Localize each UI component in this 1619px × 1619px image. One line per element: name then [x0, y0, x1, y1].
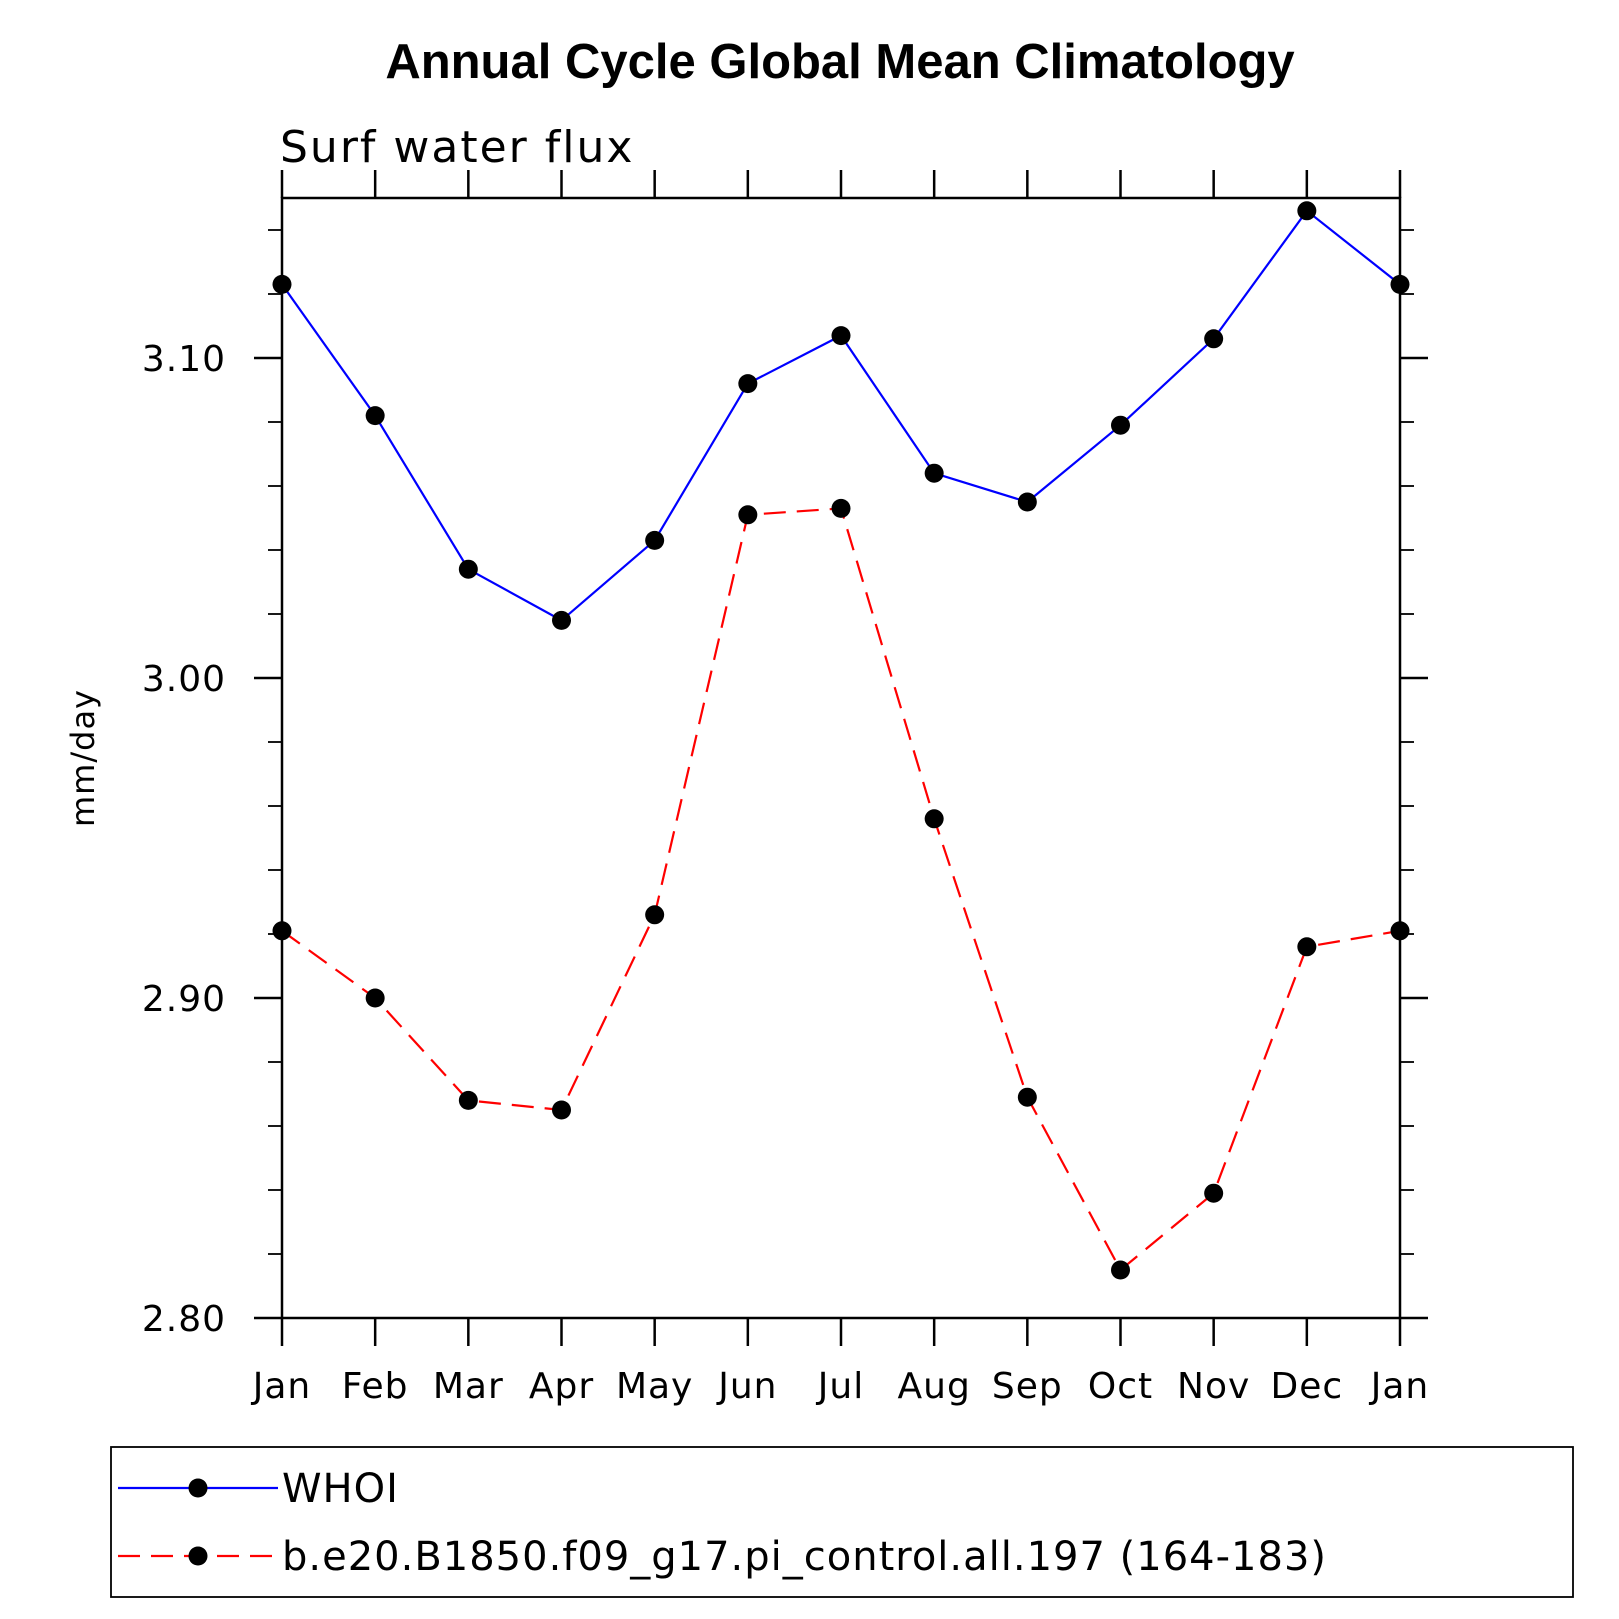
series-1 — [272, 498, 1410, 1280]
x-tick-label: Sep — [992, 1366, 1063, 1407]
data-point — [831, 498, 851, 518]
chart-subtitle: Surf water flux — [280, 122, 634, 173]
x-tick-label: Mar — [433, 1366, 504, 1407]
x-tick-label: Oct — [1088, 1366, 1153, 1407]
series-line — [281, 209, 1401, 622]
x-tick-label: Feb — [342, 1366, 409, 1407]
legend-label: b.e20.B1850.f09_g17.pi_control.all.197 (… — [282, 1534, 1327, 1580]
data-point — [645, 905, 665, 925]
legend-marker — [188, 1478, 208, 1498]
data-point — [552, 610, 571, 630]
y-tick-label: 3.00 — [142, 659, 226, 700]
data-point — [1390, 921, 1410, 941]
x-tick-label: Jan — [1369, 1366, 1430, 1407]
x-tick-label: Jul — [816, 1366, 864, 1407]
data-point — [924, 463, 944, 483]
data-point — [1204, 1183, 1224, 1203]
y-tick-label: 2.90 — [142, 979, 226, 1020]
y-axis-label: mm/day — [64, 689, 102, 827]
x-tick-label: May — [616, 1366, 693, 1407]
data-point — [1111, 415, 1130, 435]
data-point — [1111, 1260, 1130, 1280]
data-point — [924, 809, 944, 829]
data-point — [1297, 201, 1317, 221]
data-point — [272, 921, 292, 941]
data-point — [552, 1100, 571, 1120]
legend: WHOI b.e20.B1850.f09_g17.pi_control.all.1… — [110, 1446, 1574, 1598]
data-point — [738, 374, 758, 394]
x-tick-label: Jun — [716, 1366, 777, 1407]
y-tick-label: 2.80 — [142, 1299, 226, 1340]
data-point — [1204, 329, 1224, 349]
data-point — [645, 530, 665, 550]
legend-marker — [188, 1546, 208, 1566]
data-point — [365, 406, 385, 426]
data-point — [1390, 274, 1410, 294]
data-point — [272, 274, 292, 294]
data-point — [1017, 1087, 1037, 1107]
x-tick-label: Nov — [1177, 1366, 1250, 1407]
x-tick-label: Aug — [898, 1366, 971, 1407]
data-point — [458, 1090, 478, 1110]
data-point — [458, 559, 478, 579]
data-point — [365, 988, 385, 1008]
chart-title: Annual Cycle Global Mean Climatology — [385, 35, 1294, 89]
data-point — [1297, 937, 1317, 957]
plot-frame — [280, 196, 1402, 1320]
data-point — [1017, 492, 1037, 512]
axis-ticks: Jan Feb Mar Apr May Jun Jul Aug Sep Oct Nov Dec Jan 2… — [142, 170, 1430, 1407]
legend-label: WHOI — [282, 1466, 399, 1512]
legend-box — [110, 1446, 1574, 1598]
x-tick-label: Jan — [251, 1366, 312, 1407]
series-0 — [272, 201, 1410, 630]
series-layer — [272, 201, 1410, 1280]
data-point — [738, 505, 758, 525]
x-tick-label: Dec — [1270, 1366, 1343, 1407]
y-tick-label: 3.10 — [142, 339, 226, 380]
data-point — [831, 326, 851, 346]
x-tick-label: Apr — [529, 1366, 594, 1407]
series-line — [281, 507, 1401, 1272]
